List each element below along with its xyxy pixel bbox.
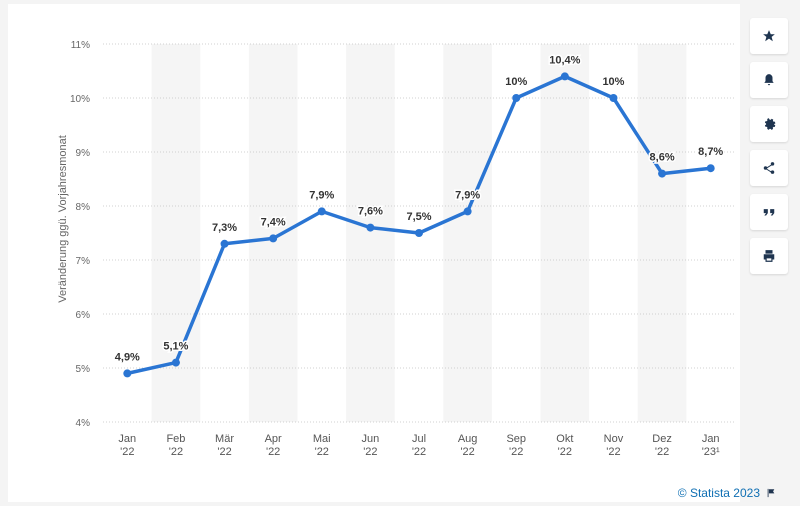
y-tick-label: 8% bbox=[76, 202, 91, 213]
data-point bbox=[658, 169, 667, 178]
x-tick-label: '22 bbox=[315, 446, 329, 458]
y-tick-label: 4% bbox=[76, 418, 91, 429]
data-point bbox=[269, 234, 278, 243]
data-points bbox=[123, 72, 715, 378]
x-tick-label: '22 bbox=[217, 446, 231, 458]
data-point bbox=[123, 369, 132, 378]
data-label: 10% bbox=[602, 76, 624, 88]
credit-text[interactable]: © Statista 2023 bbox=[677, 486, 760, 500]
data-point bbox=[706, 164, 715, 173]
plot-bands bbox=[151, 44, 687, 422]
y-tick-label: 5% bbox=[76, 364, 91, 375]
x-tick-label: Mär bbox=[215, 433, 234, 445]
data-label: 5,1% bbox=[163, 341, 188, 353]
x-tick-label: Mai bbox=[313, 433, 331, 445]
x-tick-label: '23¹ bbox=[702, 446, 720, 458]
print-icon bbox=[763, 250, 775, 262]
data-label: 7,5% bbox=[406, 211, 431, 223]
y-axis-label: Veränderung ggü. Vorjahresmonat bbox=[57, 135, 69, 303]
x-tick-label: Apr bbox=[265, 433, 282, 445]
chart-card: 4% 5% 6% 7% 8% 9% 10% 11% Jan '22 Feb '22 Mär '22 Apr… bbox=[8, 4, 740, 502]
x-tick-label: '22 bbox=[266, 446, 280, 458]
y-tick-label: 7% bbox=[76, 256, 91, 267]
data-label: 7,3% bbox=[212, 222, 237, 234]
x-tick-label: '22 bbox=[169, 446, 183, 458]
statista-credit[interactable]: © Statista 2023 bbox=[678, 486, 776, 500]
favorite-button[interactable] bbox=[750, 18, 788, 54]
x-tick-label: Sep bbox=[506, 433, 526, 445]
data-point bbox=[560, 72, 569, 81]
y-tick-label: 9% bbox=[76, 148, 91, 159]
gridlines bbox=[103, 43, 735, 423]
side-toolbar bbox=[750, 18, 788, 282]
data-point bbox=[415, 229, 423, 237]
plot-band bbox=[248, 44, 298, 422]
data-label: 10,4% bbox=[549, 54, 580, 66]
plot-band bbox=[637, 44, 687, 422]
data-point bbox=[366, 223, 375, 232]
x-tick-label: Jan bbox=[702, 433, 720, 445]
x-tick-label: '22 bbox=[412, 446, 426, 458]
data-point bbox=[463, 207, 472, 216]
notification-button[interactable] bbox=[750, 62, 788, 98]
star-icon bbox=[763, 30, 775, 42]
data-point bbox=[220, 239, 229, 248]
x-tick-label: Nov bbox=[604, 433, 624, 445]
x-tick-label: '22 bbox=[120, 446, 134, 458]
bell-icon bbox=[764, 74, 774, 86]
quote-icon bbox=[763, 209, 775, 216]
x-tick-label: '22 bbox=[606, 446, 620, 458]
x-tick-label: '22 bbox=[655, 446, 669, 458]
settings-button[interactable] bbox=[750, 106, 788, 142]
data-point bbox=[317, 207, 326, 216]
data-label: 7,9% bbox=[455, 189, 480, 201]
x-tick-label: '22 bbox=[363, 446, 377, 458]
x-axis-ticks: Jan'22Feb'22Mär'22Apr'22Mai'22Jun'22Jul'… bbox=[118, 433, 720, 458]
cite-button[interactable] bbox=[750, 194, 788, 230]
data-point bbox=[609, 94, 618, 102]
y-tick-label: 6% bbox=[76, 310, 91, 321]
y-tick-label: 11% bbox=[71, 40, 90, 51]
data-labels: 4,9% 5,1% 7,3% 7,4% 7,9% 7,6% 7,5% 7,9% 10% 10,4%… bbox=[113, 53, 725, 365]
print-button[interactable] bbox=[750, 238, 788, 274]
x-tick-label: Jan bbox=[118, 433, 136, 445]
x-tick-label: '22 bbox=[509, 446, 523, 458]
share-button[interactable] bbox=[750, 150, 788, 186]
plot-band bbox=[346, 44, 395, 422]
plot-band bbox=[443, 44, 492, 422]
data-label: 10% bbox=[505, 76, 527, 88]
flag-icon bbox=[767, 488, 775, 498]
y-tick-label: 10% bbox=[70, 94, 90, 105]
data-label: 7,4% bbox=[261, 216, 286, 228]
data-label: 8,7% bbox=[698, 146, 723, 158]
x-tick-label: Okt bbox=[556, 433, 573, 445]
plot-band bbox=[540, 44, 590, 422]
x-tick-label: Dez bbox=[652, 433, 672, 445]
y-axis-ticks: 4% 5% 6% 7% 8% 9% 10% 11% bbox=[70, 40, 90, 429]
data-label: 4,9% bbox=[115, 351, 140, 363]
data-point bbox=[171, 358, 180, 367]
x-tick-label: '22 bbox=[558, 446, 572, 458]
data-label: 7,9% bbox=[309, 189, 334, 201]
x-tick-label: Feb bbox=[166, 433, 185, 445]
data-label: 7,6% bbox=[358, 206, 383, 218]
x-tick-label: Jul bbox=[412, 433, 426, 445]
share-icon bbox=[763, 162, 775, 174]
x-tick-label: Aug bbox=[458, 433, 478, 445]
data-point bbox=[512, 94, 521, 102]
line-chart: 4%5%6%7%8%9%10%11% Jan'22Feb'22Mär'22Apr… bbox=[57, 40, 735, 458]
x-tick-label: Jun bbox=[362, 433, 380, 445]
data-label: 8,6% bbox=[650, 152, 675, 164]
x-tick-label: '22 bbox=[460, 446, 474, 458]
gear-icon bbox=[764, 118, 776, 130]
